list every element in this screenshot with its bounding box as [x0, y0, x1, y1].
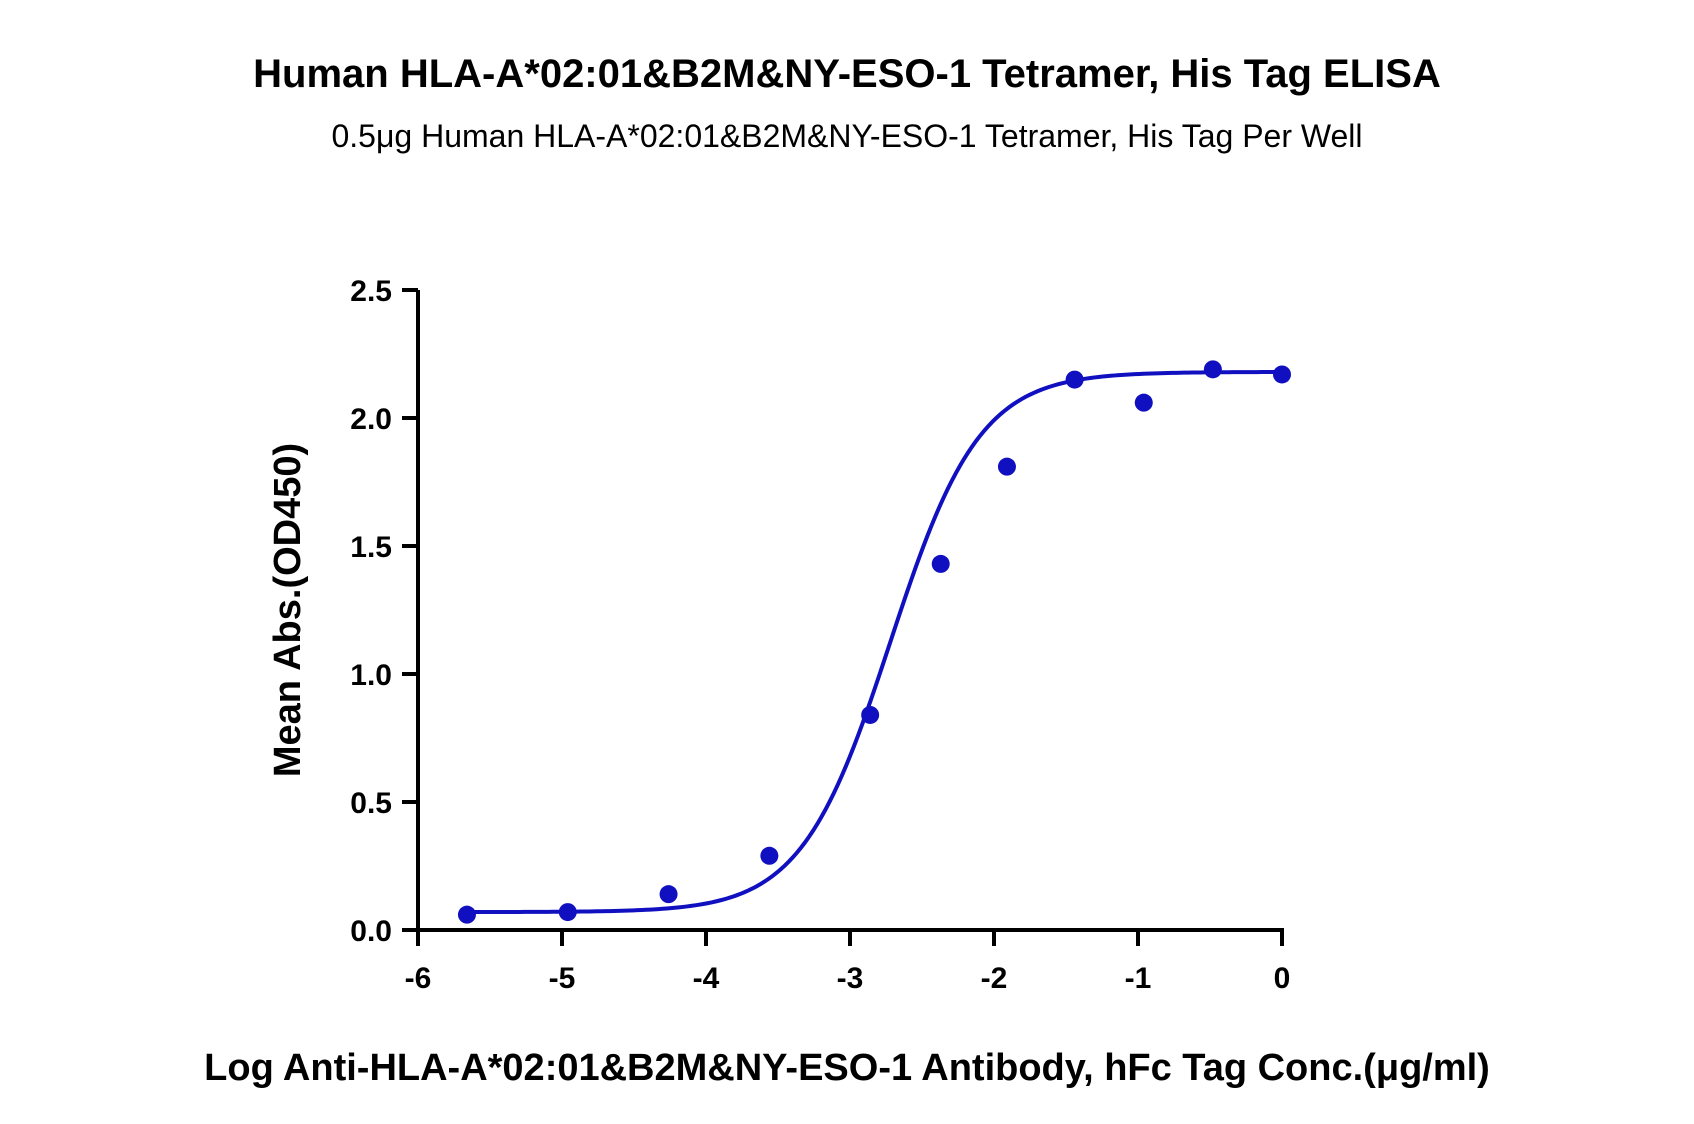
data-points-layer: [457, 360, 1291, 924]
chart-title: Human HLA-A*02:01&B2M&NY-ESO-1 Tetramer,…: [253, 52, 1441, 96]
data-point: [931, 554, 950, 573]
data-point: [861, 705, 880, 724]
y-axis-title: Mean Abs.(OD450): [267, 443, 309, 777]
data-point: [558, 903, 577, 922]
fit-curve: [466, 370, 1283, 915]
x-tick-label: -2: [981, 962, 1008, 995]
x-tick-label: -6: [405, 962, 432, 995]
data-point: [1203, 360, 1222, 379]
x-axis-title: Log Anti-HLA-A*02:01&B2M&NY-ESO-1 Antibo…: [204, 1047, 1490, 1089]
data-point: [1134, 393, 1153, 412]
data-point: [457, 905, 476, 924]
y-tick-label: 1.0: [350, 659, 392, 692]
x-tick-label: -4: [693, 962, 720, 995]
x-tick-label: -3: [837, 962, 864, 995]
x-tick-label: 0: [1274, 962, 1291, 995]
axes: 0.0 0.5 1.0 1.5 2.0 2.5 -6 -5 -4 -3 -2 -1 0: [350, 275, 1290, 995]
x-tick-label: -5: [549, 962, 576, 995]
y-tick-label: 0.5: [350, 787, 392, 820]
y-tick-label: 2.5: [350, 275, 392, 308]
y-tick-label: 0.0: [350, 915, 392, 948]
x-tick-label: -1: [1125, 962, 1152, 995]
y-tick-label: 1.5: [350, 531, 392, 564]
y-tick-label: 2.0: [350, 403, 392, 436]
fit-curve-layer: [466, 370, 1283, 915]
data-point: [1065, 370, 1084, 389]
data-point: [659, 885, 678, 904]
data-point: [760, 846, 779, 865]
data-point: [1273, 365, 1291, 384]
data-point: [997, 457, 1016, 476]
chart-subtitle: 0.5μg Human HLA-A*02:01&B2M&NY-ESO-1 Tet…: [331, 118, 1363, 154]
